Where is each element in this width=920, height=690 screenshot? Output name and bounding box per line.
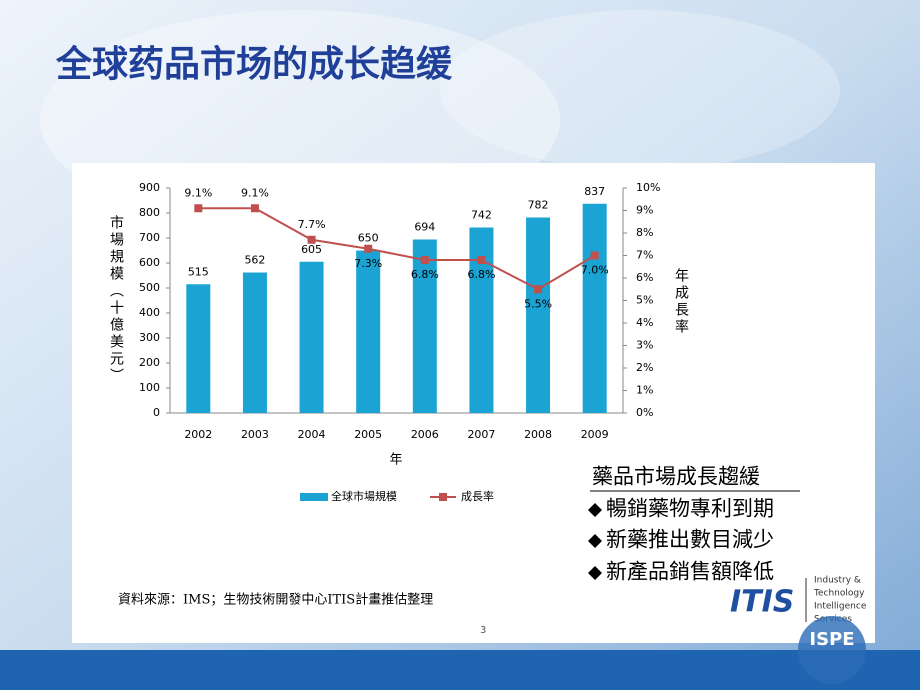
bar: [186, 284, 211, 413]
x-tick-label: 2004: [298, 428, 326, 441]
line-value-label: 6.8%: [411, 268, 439, 281]
line-marker: [534, 285, 543, 294]
legend-swatch: [439, 493, 447, 501]
y2-tick-label: 10%: [636, 181, 660, 194]
line-value-label: 5.5%: [524, 297, 552, 310]
bar: [412, 239, 437, 413]
line-marker: [307, 235, 316, 244]
y2-tick-label: 4%: [636, 316, 653, 329]
bar-value-label: 605: [301, 243, 322, 256]
logo-line: Intelligence: [814, 602, 867, 612]
y-tick-label: 900: [139, 181, 160, 194]
y2-tick-label: 8%: [636, 226, 653, 239]
y2-tick-label: 1%: [636, 384, 653, 397]
summary-item: 新產品銷售額降低: [606, 560, 774, 584]
y2-tick-label: 5%: [636, 294, 653, 307]
bar: [356, 250, 381, 413]
y-tick-label: 800: [139, 206, 160, 219]
y-axis-title: 市場規模（十億美元）: [108, 214, 124, 385]
y2-tick-label: 7%: [636, 249, 653, 262]
logo-globe: [798, 616, 866, 684]
footer-band: [0, 650, 920, 690]
x-tick-label: 2006: [411, 428, 439, 441]
bar-value-label: 782: [528, 199, 549, 212]
y2-tick-label: 6%: [636, 271, 653, 284]
line: [198, 207, 596, 291]
y2-tick-label: 3%: [636, 339, 653, 352]
bar-value-label: 694: [414, 221, 435, 234]
bullets: [588, 503, 602, 580]
x-tick-label: 2005: [354, 428, 382, 441]
y2-tick-label: 2%: [636, 361, 653, 374]
logo-badge: ISPE: [809, 629, 854, 650]
y-tick-label: 600: [139, 256, 160, 269]
legend-label: 全球市場規模: [331, 489, 397, 503]
line-value-label: 7.7%: [298, 218, 326, 231]
summary-item: 新藥推出數目減少: [606, 528, 774, 552]
line-marker: [250, 204, 259, 213]
summary-item: 暢銷藥物專利到期: [606, 497, 774, 521]
y-tick-label: 700: [139, 231, 160, 244]
line-value-label: 7.3%: [354, 257, 382, 270]
bar: [299, 261, 324, 413]
line-marker: [590, 251, 599, 260]
bar: [242, 272, 267, 413]
bar-value-label: 742: [471, 209, 492, 222]
legend-label: 成長率: [461, 489, 494, 503]
line-marker: [364, 244, 373, 253]
y2-tick-label: 0%: [636, 406, 653, 419]
line-marker: [477, 256, 486, 264]
line-marker: [420, 256, 429, 264]
y-tick-label: 100: [139, 381, 160, 394]
logo-line: Technology: [813, 589, 865, 599]
map-shape: [440, 10, 840, 170]
bar-value-label: 515: [188, 265, 209, 278]
x-tick-label: 2003: [241, 428, 269, 441]
y-tick-label: 400: [139, 306, 160, 319]
x-tick-label: 2007: [467, 428, 495, 441]
bar: [582, 203, 607, 413]
slide-title: 全球药品市场的成长趋缓: [55, 43, 453, 85]
logo-mark: ITIS: [730, 585, 794, 620]
y-tick-label: 300: [139, 331, 160, 344]
bar-value-label: 650: [358, 232, 379, 245]
line-marker: [194, 204, 203, 213]
bar: [526, 217, 551, 413]
line-value-label: 9.1%: [184, 186, 212, 199]
source: 資料來源：IMS；生物技術開發中心ITIS計畫推估整理: [118, 592, 433, 608]
bar-value-label: 562: [244, 254, 265, 267]
logo-line: Industry &: [814, 576, 861, 586]
line-value-label: 7.0%: [581, 264, 609, 277]
x-axis-title: 年: [389, 453, 402, 468]
y-tick-label: 500: [139, 281, 160, 294]
line-value-label: 6.8%: [467, 268, 495, 281]
legend-swatch: [300, 493, 328, 501]
page-number: 3: [480, 625, 486, 636]
y-tick-label: 0: [153, 406, 160, 419]
y2-axis-title: 年成長率: [673, 268, 689, 336]
bar-value-label: 837: [584, 185, 605, 198]
x-tick-label: 2009: [581, 428, 609, 441]
bar: [469, 227, 494, 413]
summary-title: 藥品市場成長趨緩: [592, 465, 760, 489]
line-value-label: 9.1%: [241, 186, 269, 199]
x-tick-label: 2002: [184, 428, 212, 441]
y-tick-label: 200: [139, 356, 160, 369]
y2-tick-label: 9%: [636, 204, 653, 217]
x-tick-label: 2008: [524, 428, 552, 441]
